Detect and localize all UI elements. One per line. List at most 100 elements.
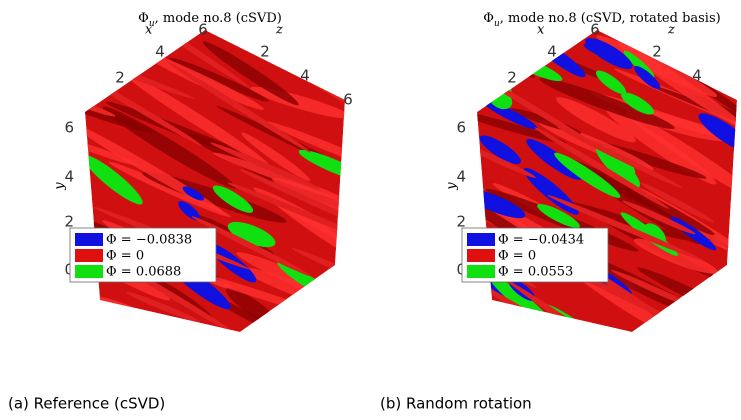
- sheet: [266, 121, 345, 177]
- sheet: [284, 301, 345, 332]
- sheet: [239, 169, 345, 238]
- title-part: , mode no.8 (cSVD, rotated basis): [500, 11, 721, 26]
- sheet: [625, 112, 737, 203]
- sheet: [85, 92, 116, 117]
- y-tick-label: 0: [456, 261, 466, 279]
- isosurface: [477, 30, 737, 332]
- title-part: Φ: [483, 11, 494, 26]
- title-part: Φ: [138, 11, 149, 26]
- blob: [182, 186, 205, 201]
- blob: [526, 138, 582, 180]
- y-tick-label: 4: [456, 168, 466, 186]
- sheet: [477, 30, 536, 79]
- sheet: [477, 34, 535, 57]
- sheet: [700, 30, 737, 66]
- legend-label: Φ = 0.0553: [498, 265, 573, 280]
- x-tick-label: 2: [115, 69, 125, 87]
- sheet: [202, 41, 299, 106]
- title-part: u: [149, 19, 155, 29]
- sheet: [169, 57, 269, 102]
- z-tick-label: 2: [652, 43, 662, 61]
- legend-label: Φ = −0.0434: [498, 233, 584, 248]
- y-tick-label: 4: [64, 168, 74, 186]
- y-axis-label: y: [445, 182, 460, 191]
- blob: [212, 185, 254, 213]
- legend-swatch: [75, 249, 103, 262]
- blob: [554, 152, 621, 198]
- legend-swatch: [75, 233, 103, 246]
- blob: [85, 155, 143, 205]
- legend-label: Φ = 0: [106, 249, 144, 264]
- sheet: [616, 41, 737, 131]
- legend-swatch: [467, 265, 495, 278]
- blob: [621, 92, 655, 115]
- title-part: , mode no.8 (cSVD): [155, 11, 282, 26]
- x-tick-label: 2: [507, 69, 517, 87]
- x-tick-label: 6: [198, 21, 208, 39]
- sheet: [85, 61, 124, 81]
- title-part: u: [494, 19, 500, 29]
- sheet: [539, 77, 675, 130]
- blob: [584, 43, 613, 58]
- sheet: [210, 142, 321, 190]
- sheet: [534, 127, 670, 209]
- blob: [178, 201, 201, 221]
- panel: Φu, mode no.8 (cSVD) 2 4 6 2 4 6 6 4 2 0 x z y Φ = −0.…: [8, 11, 353, 413]
- y-tick-label: 0: [64, 261, 74, 279]
- y-tick-label: 2: [456, 213, 466, 231]
- sheet: [605, 108, 717, 185]
- panel: Φu, mode no.8 (cSVD, rotated basis) 2 4 6 2 4…: [380, 11, 737, 413]
- sheet: [125, 291, 201, 323]
- z-tick-label: 6: [343, 91, 353, 109]
- blob: [298, 149, 345, 182]
- blob: [698, 113, 737, 153]
- panel-title: Φu, mode no.8 (cSVD): [138, 11, 282, 29]
- sheet: [547, 195, 704, 261]
- x-tick-label: 4: [547, 43, 557, 61]
- sheet: [640, 182, 714, 223]
- x-axis-label: x: [537, 23, 545, 38]
- sheet: [622, 200, 696, 235]
- sheet: [102, 106, 236, 189]
- blob: [595, 70, 627, 95]
- y-tick-label: 6: [456, 119, 466, 137]
- legend-label: Φ = −0.0838: [106, 233, 192, 248]
- blob: [482, 100, 538, 130]
- sheet: [191, 216, 312, 277]
- z-axis-label: z: [667, 23, 675, 38]
- z-axis-label: z: [275, 23, 283, 38]
- sheet: [633, 238, 718, 274]
- caption: (a) Reference (cSVD): [8, 395, 165, 413]
- legend-swatch: [467, 249, 495, 262]
- caption: (b) Random rotation: [380, 395, 532, 413]
- sheet: [282, 30, 345, 76]
- isosurface: [85, 30, 345, 332]
- legend-swatch: [467, 233, 495, 246]
- z-tick-label: 2: [260, 43, 270, 61]
- sheet: [227, 182, 345, 241]
- legend-label: Φ = 0: [498, 249, 536, 264]
- x-axis-label: x: [145, 23, 153, 38]
- z-tick-label: 4: [692, 67, 702, 85]
- sheet: [556, 97, 636, 143]
- sheet: [557, 126, 683, 188]
- legend-swatch: [75, 265, 103, 278]
- sheet: [477, 141, 537, 178]
- z-tick-label: 4: [300, 67, 310, 85]
- y-tick-label: 6: [64, 119, 74, 137]
- legend-label: Φ = 0.0688: [106, 265, 181, 280]
- y-axis-label: y: [53, 182, 68, 191]
- blob: [479, 135, 521, 165]
- sheet: [124, 30, 250, 88]
- sheet: [137, 49, 264, 110]
- sheet: [122, 71, 269, 166]
- x-tick-label: 4: [155, 43, 165, 61]
- blob: [537, 203, 580, 228]
- sheet: [241, 132, 311, 182]
- sheet: [275, 30, 345, 80]
- panel-title: Φu, mode no.8 (cSVD, rotated basis): [483, 11, 720, 29]
- y-tick-label: 2: [64, 213, 74, 231]
